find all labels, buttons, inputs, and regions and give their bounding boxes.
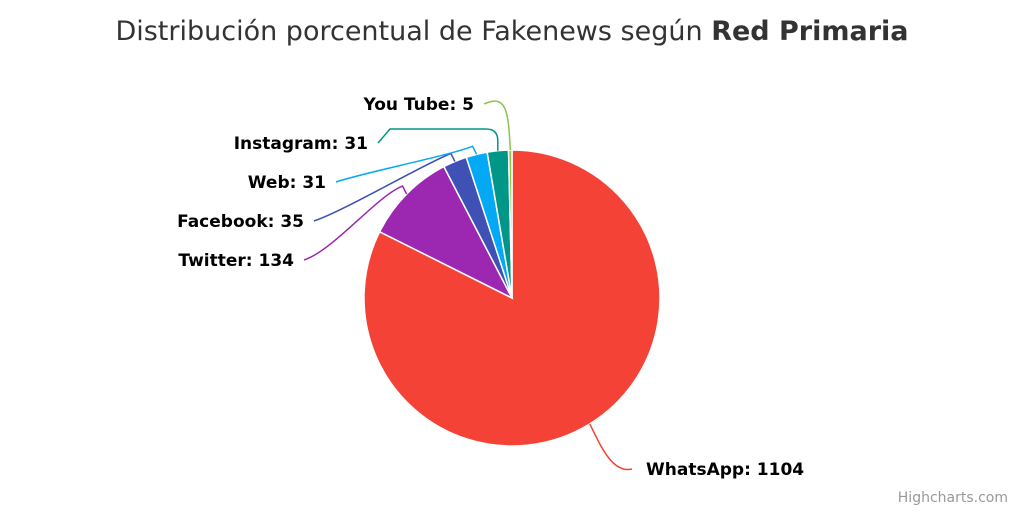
data-label-instagram: Instagram: 31 [234,134,368,154]
credits-link[interactable]: Highcharts.com [898,490,1008,506]
data-label-you-tube: You Tube: 5 [362,95,474,115]
chart-title: Distribución porcentual de Fakenews segú… [115,16,908,47]
connector-twitter [303,185,408,261]
label-connectors [303,100,633,471]
connector-you-tube [483,100,512,151]
connector-whatsapp [589,423,633,471]
data-label-web: Web: 31 [248,173,326,193]
connector-facebook [313,152,456,222]
connector-web [335,145,478,183]
data-label-whatsapp: WhatsApp: 1104 [646,460,804,480]
chart-title-main: Distribución porcentual de Fakenews segú… [115,16,702,47]
data-labels: WhatsApp: 1104 Twitter: 134 Facebook: 35 We… [177,95,804,480]
data-label-facebook: Facebook: 35 [177,212,304,232]
data-label-twitter: Twitter: 134 [178,251,294,271]
pie-slices [363,149,661,447]
connector-instagram [377,128,499,151]
pie-slice-you-tube[interactable] [507,149,513,299]
chart-title-bold: Red Primaria [711,16,908,47]
